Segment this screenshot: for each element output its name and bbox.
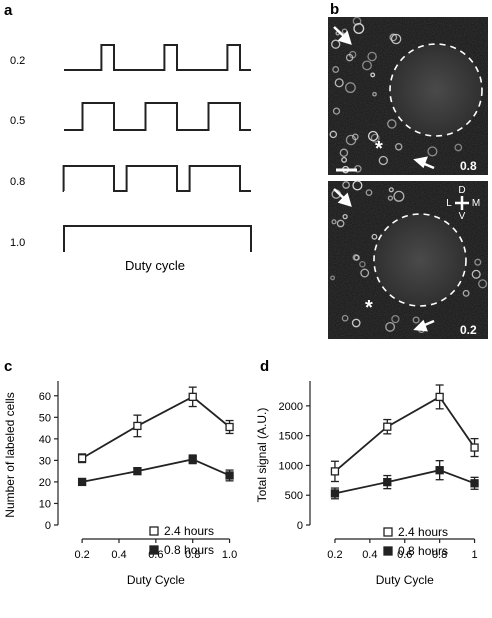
y-tick-label: 60 [39, 391, 51, 403]
orient-m: M [472, 198, 480, 209]
asterisk-marker: * [375, 138, 383, 160]
micrograph-top: * 0.8 [328, 16, 488, 175]
y-tick-label: 20 [39, 477, 51, 489]
micrograph-bottom: * 0.2 D L M V [328, 180, 488, 339]
panel-b: b * 0.8 * 0.2 D L M [328, 1, 488, 339]
data-point [470, 443, 479, 452]
x-axis-title: Duty Cycle [127, 573, 185, 587]
arrow-icon [413, 156, 435, 170]
y-tick-label: 0 [45, 520, 51, 532]
data-point [470, 479, 479, 488]
data-point [133, 421, 142, 431]
panel-a-letter: a [4, 2, 13, 19]
y-tick-label: 0 [297, 520, 303, 532]
x-axis-title: Duty Cycle [376, 573, 434, 587]
x-tick-label: 0.8 [432, 549, 447, 561]
panel-a: a 0.2 0.5 0.8 1.0 Duty cycle [4, 2, 252, 273]
data-point [330, 489, 340, 498]
duty-waveform [64, 44, 251, 71]
data-point [435, 466, 444, 475]
x-tick-label: 0.4 [362, 549, 377, 561]
duty-row-label: 1.0 [10, 237, 25, 249]
x-tick-label: 0.4 [111, 549, 126, 561]
legend-label: 2.4 hours [398, 525, 448, 539]
data-point [225, 471, 234, 480]
arrow-icon [413, 319, 435, 332]
data-point [188, 392, 197, 401]
asterisk-marker: * [365, 297, 373, 319]
data-point [133, 467, 142, 476]
legend-label: 0.8 hours [398, 544, 448, 558]
legend-marker [383, 527, 393, 537]
x-tick-label: 0.6 [397, 549, 412, 561]
y-tick-label: 2000 [279, 401, 303, 413]
orient-v: V [459, 211, 466, 222]
image-value-bottom: 0.2 [460, 323, 477, 337]
orientation-compass: D L M V [446, 185, 480, 222]
panel-b-letter: b [330, 1, 339, 18]
duty-cycle-caption: Duty cycle [125, 258, 185, 273]
duty-row-label: 0.2 [10, 55, 25, 67]
legend-marker [149, 545, 159, 555]
series-line [334, 469, 475, 495]
y-tick-label: 40 [39, 434, 51, 446]
y-axis-title: Total signal (A.U.) [255, 408, 269, 503]
duty-waveform [64, 102, 251, 131]
legend-label: 0.8 hours [164, 543, 214, 557]
panel-d-letter: d [260, 358, 269, 375]
y-tick-label: 500 [285, 490, 303, 502]
series-line [81, 395, 231, 460]
data-point [188, 455, 197, 464]
panel-d-chart: d 0 500 1000 1500 2000 0.2 0.4 0.6 0.8 1 Duty Cycl… [255, 358, 479, 587]
data-point [435, 392, 444, 402]
y-tick-label: 10 [39, 498, 51, 510]
data-point [77, 477, 87, 487]
legend-marker [149, 526, 159, 536]
data-point [383, 422, 392, 431]
duty-row-label: 0.8 [10, 176, 25, 188]
x-tick-label: 0.2 [327, 549, 342, 561]
y-tick-label: 50 [39, 412, 51, 424]
legend-label: 2.4 hours [164, 524, 214, 538]
series-line [334, 395, 476, 473]
series-line [81, 458, 230, 483]
arrow-icon [333, 26, 352, 45]
arrow-icon [333, 188, 352, 207]
duty-row-label: 0.5 [10, 115, 25, 127]
x-tick-label: 1 [471, 549, 477, 561]
x-tick-label: 0.2 [74, 549, 89, 561]
y-tick-label: 30 [39, 455, 51, 467]
image-value-top: 0.8 [460, 159, 477, 173]
x-tick-label: 0.8 [185, 549, 200, 561]
orient-d: D [458, 185, 465, 196]
data-point [330, 467, 340, 476]
y-tick-label: 1500 [279, 431, 303, 443]
orient-l: L [446, 198, 452, 209]
data-point [225, 422, 234, 432]
duty-waveform [62, 165, 251, 192]
duty-waveform [63, 225, 252, 252]
data-point [77, 454, 87, 463]
x-tick-label: 1.0 [222, 549, 237, 561]
data-point [383, 477, 392, 487]
panel-c-letter: c [4, 358, 12, 375]
y-tick-label: 1000 [279, 460, 303, 472]
y-axis-title: Number of labeled cells [3, 392, 17, 517]
legend-marker [383, 546, 393, 556]
